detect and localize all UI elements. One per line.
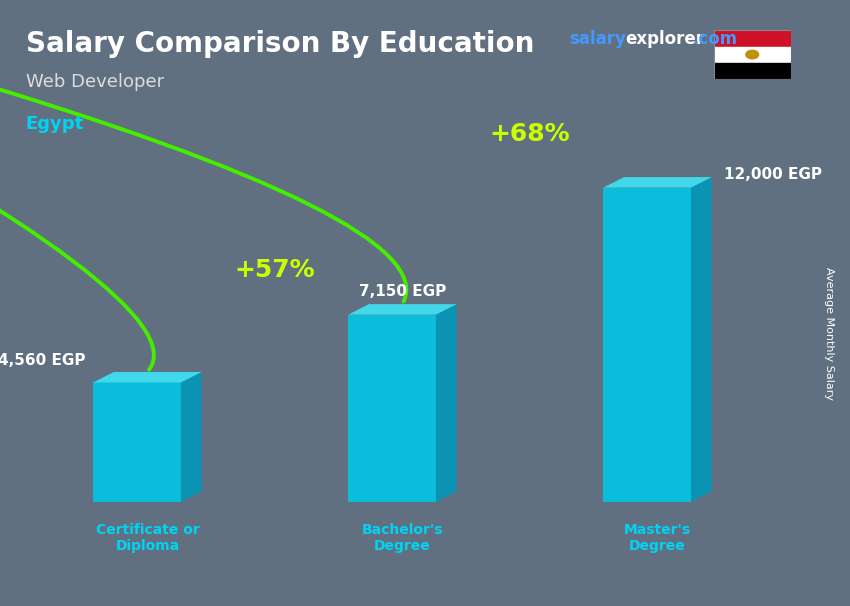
Polygon shape <box>348 315 436 502</box>
Ellipse shape <box>746 50 758 59</box>
Text: Certificate or
Diploma: Certificate or Diploma <box>95 523 199 553</box>
Text: 4,560 EGP: 4,560 EGP <box>0 353 85 368</box>
Bar <box>714 30 791 47</box>
Polygon shape <box>348 304 456 315</box>
Bar <box>714 47 791 62</box>
Text: Egypt: Egypt <box>26 115 84 133</box>
Text: salary: salary <box>570 30 626 48</box>
Text: +68%: +68% <box>490 122 570 146</box>
Polygon shape <box>436 304 456 502</box>
Text: Bachelor's
Degree: Bachelor's Degree <box>361 523 443 553</box>
Text: Average Monthly Salary: Average Monthly Salary <box>824 267 834 400</box>
Text: .com: .com <box>693 30 738 48</box>
Polygon shape <box>604 177 711 188</box>
Text: Salary Comparison By Education: Salary Comparison By Education <box>26 30 534 58</box>
Polygon shape <box>604 188 691 502</box>
Text: 7,150 EGP: 7,150 EGP <box>359 284 446 299</box>
Text: explorer: explorer <box>625 30 704 48</box>
Polygon shape <box>94 382 181 502</box>
Polygon shape <box>181 372 201 502</box>
Polygon shape <box>94 372 201 382</box>
Bar <box>714 62 791 79</box>
Text: +57%: +57% <box>235 258 315 282</box>
Text: Web Developer: Web Developer <box>26 73 163 91</box>
Text: 12,000 EGP: 12,000 EGP <box>724 167 822 182</box>
Text: Master's
Degree: Master's Degree <box>624 523 691 553</box>
Polygon shape <box>691 177 711 502</box>
